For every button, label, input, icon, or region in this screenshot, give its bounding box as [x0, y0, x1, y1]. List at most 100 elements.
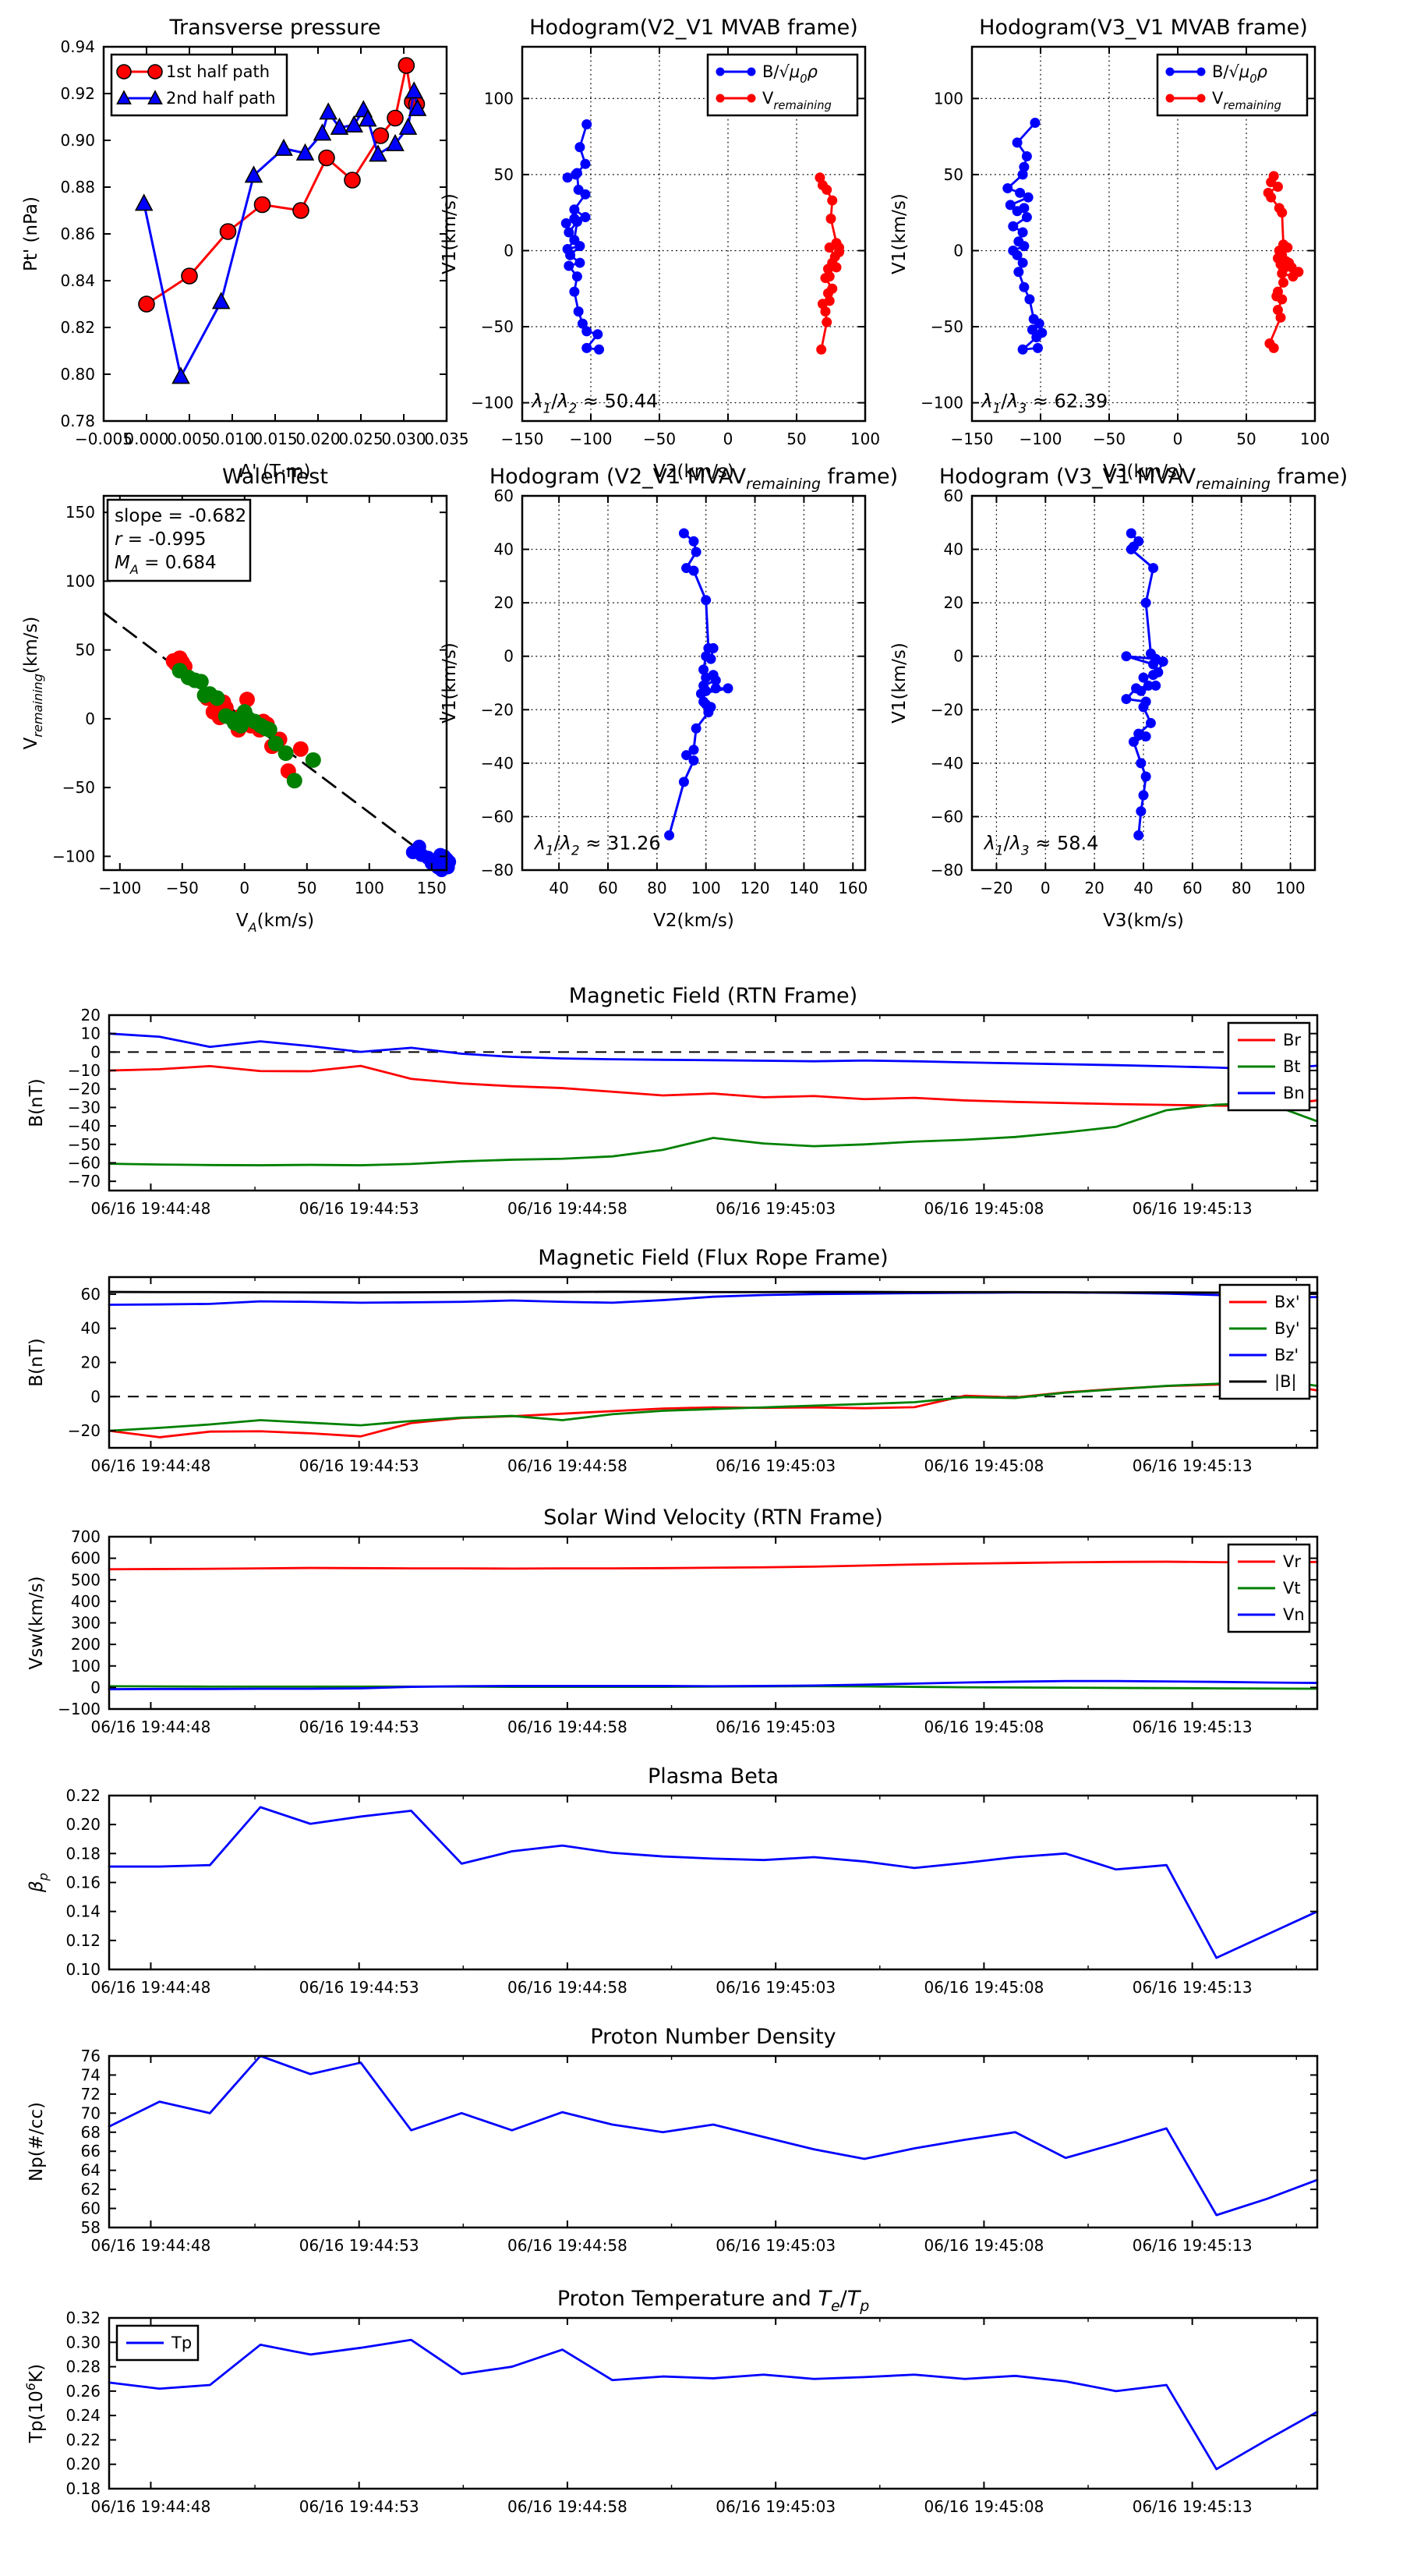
svg-text:−30: −30: [68, 1098, 101, 1116]
series-br: [108, 1064, 1319, 1107]
svg-text:60: 60: [81, 1285, 101, 1304]
chart-walen-test: −100 −50 0 50 100 150 −100 −50 0 50 100 150 WalenTes…: [21, 465, 457, 935]
svg-text:−20: −20: [980, 879, 1012, 897]
svg-text:0.20: 0.20: [65, 2455, 101, 2474]
svg-text:20: 20: [1084, 879, 1104, 897]
annotation: λ1/λ2 ≈ 31.26: [533, 833, 661, 858]
axis-ticks: −150 −100 −50 0 50 100 −100 −50 0 50 100: [921, 47, 1330, 448]
axes-frame: [521, 494, 867, 872]
svg-text:−80: −80: [481, 861, 514, 879]
svg-text:−60: −60: [481, 807, 514, 826]
svg-text:80: 80: [1232, 879, 1251, 897]
axes-frame: [102, 494, 448, 872]
axes-frame: [521, 45, 867, 423]
chart-transverse-pressure: −0.0050.0000.0050.0100.0150.0200.0250.03…: [21, 16, 469, 482]
chart-title: Solar Wind Velocity (RTN Frame): [543, 1506, 883, 1530]
x-axis-label: V3(km/s): [1103, 911, 1184, 931]
chart-title: Magnetic Field (RTN Frame): [569, 984, 857, 1008]
svg-text:0.16: 0.16: [65, 1874, 101, 1892]
chart-title: Magnetic Field (Flux Rope Frame): [538, 1246, 888, 1270]
svg-text:0: 0: [85, 709, 95, 728]
svg-text:20: 20: [494, 593, 514, 612]
chart-title: Plasma Beta: [648, 1764, 779, 1789]
svg-text:Bx': Bx': [1274, 1293, 1300, 1311]
svg-text:06/16 19:44:53: 06/16 19:44:53: [299, 2497, 419, 2516]
x-axis-label: VA(km/s): [236, 911, 314, 935]
series-bt: [108, 1102, 1319, 1166]
svg-text:−20: −20: [68, 1080, 101, 1099]
svg-text:06/16 19:44:53: 06/16 19:44:53: [299, 1456, 419, 1475]
series-bz-: [108, 1291, 1319, 1306]
svg-text:06/16 19:45:08: 06/16 19:45:08: [924, 1978, 1044, 1997]
svg-text:06/16 19:44:48: 06/16 19:44:48: [91, 1199, 211, 1218]
svg-text:−100: −100: [570, 430, 613, 448]
axis-ticks: −20 0 20 40 60 80 100 −80 −60 −40 −20 0 20 40 60: [931, 487, 1315, 897]
chart-proton-temperature: 06/16 19:44:48 06/16 19:44:53 06/16 19:44:…: [23, 2287, 1319, 2516]
svg-text:0.82: 0.82: [60, 318, 95, 337]
legend: B/√μ0ρ Vremaining: [1156, 53, 1309, 117]
series-b-sqrt-mu0-rho-: [560, 119, 605, 355]
svg-text:150: 150: [65, 503, 95, 522]
svg-text:70: 70: [81, 2104, 101, 2122]
annotation: λ1/λ2 ≈ 50.44: [530, 391, 658, 416]
chart-hodogram-v2v1-mvav: 40 60 80 100 120 140 160−80−60−40−200204060Hod…: [440, 465, 898, 931]
axis-ticks: −0.0050.0000.0050.0100.0150.0200.0250.03…: [60, 37, 468, 448]
svg-text:Vremaining: Vremaining: [1212, 89, 1281, 112]
svg-text:0.84: 0.84: [60, 271, 95, 290]
svg-text:0.14: 0.14: [65, 1902, 101, 1921]
series-vn: [108, 1679, 1319, 1690]
svg-text:06/16 19:45:03: 06/16 19:45:03: [716, 1978, 836, 1997]
svg-text:0.92: 0.92: [60, 84, 95, 103]
legend: Tp: [115, 2324, 200, 2362]
chart-proton-number-density: 06/16 19:44:48 06/16 19:44:53 06/16 19:44:…: [27, 2025, 1319, 2255]
svg-text:50: 50: [494, 165, 514, 184]
axis-ticks: 06/16 19:44:48 06/16 19:44:53 06/16 19:44:…: [68, 1277, 1317, 1475]
svg-text:150: 150: [417, 879, 447, 897]
series-scatter-2nd-half: [171, 663, 321, 789]
svg-text:−60: −60: [68, 1153, 101, 1172]
svg-text:−20: −20: [931, 700, 963, 719]
svg-text:−100: −100: [52, 847, 95, 865]
y-axis-label: B(nT): [27, 1078, 47, 1127]
svg-text:60: 60: [944, 487, 963, 505]
svg-text:−50: −50: [1093, 430, 1126, 448]
legend: B/√μ0ρ Vremaining: [706, 53, 859, 117]
svg-text:100: 100: [71, 1657, 101, 1675]
svg-text:−60: −60: [931, 807, 963, 826]
stats-box: slope = -0.682 r = -0.995 MA = 0.684: [106, 498, 252, 582]
svg-text:Vr: Vr: [1283, 1552, 1301, 1571]
svg-text:06/16 19:45:13: 06/16 19:45:13: [1133, 2236, 1253, 2255]
svg-text:0.030: 0.030: [381, 430, 426, 448]
svg-text:MA = 0.684: MA = 0.684: [115, 553, 217, 577]
x-axis-label: A' (T·m): [239, 462, 310, 482]
svg-text:Tp: Tp: [171, 2334, 192, 2352]
svg-text:slope = -0.682: slope = -0.682: [115, 506, 246, 526]
svg-text:58: 58: [81, 2218, 101, 2237]
svg-text:100: 100: [850, 430, 880, 448]
chart-title: Hodogram (V2_V1 MVAVremaining frame): [489, 465, 898, 493]
axes-frame: [108, 1794, 1319, 1971]
series-b-sqrt-mu0-rho-: [664, 528, 733, 840]
svg-text:−100: −100: [921, 394, 963, 412]
svg-text:−50: −50: [481, 317, 514, 336]
svg-text:06/16 19:44:48: 06/16 19:44:48: [91, 2236, 211, 2255]
svg-text:160: 160: [838, 879, 868, 897]
series--b-: [108, 1290, 1319, 1294]
svg-text:0.18: 0.18: [65, 2479, 101, 2498]
svg-text:−70: −70: [68, 1172, 101, 1191]
svg-text:06/16 19:45:13: 06/16 19:45:13: [1133, 1199, 1253, 1218]
chart-title: Proton Temperature and Te/Tp: [557, 2287, 869, 2315]
svg-text:0.005: 0.005: [167, 430, 211, 448]
y-axis-label: βp: [27, 1873, 51, 1893]
svg-text:r = -0.995: r = -0.995: [115, 529, 207, 550]
series-vr: [108, 1560, 1319, 1571]
svg-text:−50: −50: [931, 317, 963, 336]
svg-text:0: 0: [239, 879, 249, 897]
y-axis-label: Vremaining(km/s): [21, 617, 45, 750]
svg-text:0.32: 0.32: [65, 2309, 101, 2327]
svg-text:|B|: |B|: [1274, 1372, 1297, 1392]
svg-text:−20: −20: [68, 1421, 101, 1440]
svg-text:−100: −100: [471, 394, 514, 412]
svg-text:100: 100: [65, 571, 95, 590]
svg-text:0.025: 0.025: [338, 430, 383, 448]
